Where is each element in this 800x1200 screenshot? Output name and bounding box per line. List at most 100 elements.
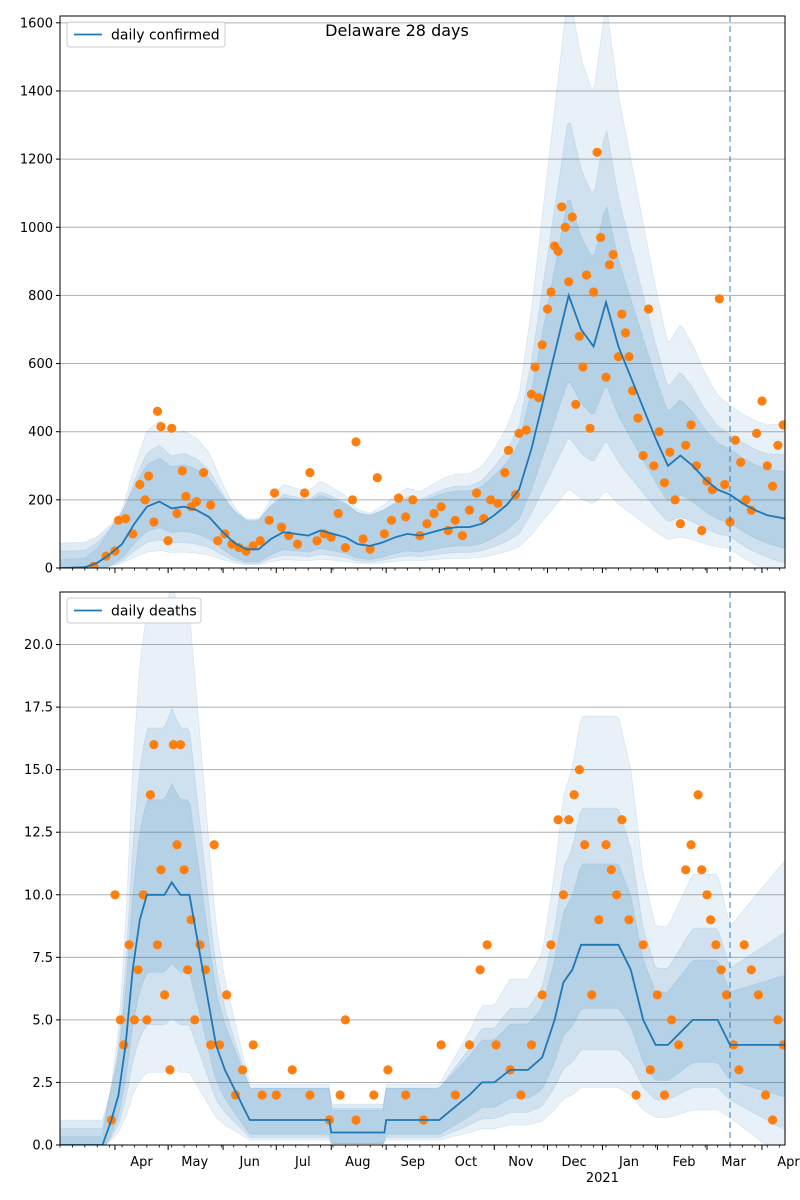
observed-point — [711, 940, 721, 950]
observed-point — [608, 249, 618, 260]
observed-point — [558, 890, 569, 900]
observed-point — [110, 890, 120, 900]
observed-point — [450, 515, 460, 525]
observed-point — [167, 423, 177, 433]
observed-point — [716, 965, 726, 975]
y-tick-label: 1600 — [20, 16, 53, 31]
series-line — [60, 292, 785, 568]
observed-point — [514, 428, 524, 438]
observed-point — [720, 479, 730, 490]
observed-point — [778, 420, 785, 430]
y-tick-label: 20.0 — [24, 638, 53, 653]
observed-point — [436, 502, 446, 512]
observed-point — [372, 473, 382, 483]
observed-point — [365, 544, 375, 554]
observed-point — [638, 451, 648, 461]
observed-point — [149, 517, 159, 527]
x-tick-label: Sep — [400, 1155, 425, 1170]
observed-point — [503, 445, 514, 455]
axes-frame — [59, 591, 786, 1146]
observed-point — [631, 1090, 641, 1100]
observed-point — [645, 1065, 655, 1075]
observed-point — [168, 740, 178, 750]
plot-area — [60, 16, 785, 568]
observed-point — [179, 865, 189, 875]
observed-point — [739, 940, 749, 950]
x-tick-label: Jan — [618, 1155, 639, 1170]
observed-point — [721, 990, 732, 1000]
observed-point — [113, 515, 124, 525]
uncertainty-band-3 — [60, 200, 785, 568]
observed-point — [521, 425, 531, 435]
observed-point — [190, 1015, 200, 1025]
observed-point — [183, 965, 193, 975]
observed-point — [542, 304, 553, 314]
observed-point — [537, 340, 547, 350]
y-tick-label: 15.0 — [24, 763, 53, 778]
y-tick-label: 0.0 — [32, 1139, 53, 1154]
observed-point — [457, 531, 467, 541]
observed-point — [124, 940, 134, 950]
observed-point — [383, 1065, 393, 1075]
observed-point — [121, 514, 131, 524]
y-tick-label: 600 — [28, 357, 53, 372]
observed-point — [620, 328, 631, 338]
observed-point — [163, 536, 173, 546]
observed-point — [526, 389, 537, 399]
observed-point — [248, 1040, 258, 1050]
observed-point — [464, 1040, 475, 1050]
observed-point — [643, 304, 654, 314]
observed-point — [596, 232, 606, 243]
observed-point — [553, 246, 563, 256]
observed-point — [649, 461, 659, 471]
legend: daily confirmed — [66, 21, 226, 48]
observed-point — [234, 543, 244, 553]
observed-point — [564, 277, 574, 287]
observed-point — [172, 840, 182, 850]
observed-point — [335, 1090, 345, 1100]
observed-point — [585, 423, 595, 433]
observed-point — [300, 488, 310, 498]
observed-point — [255, 536, 265, 546]
observed-point — [422, 519, 432, 529]
observed-point — [500, 468, 510, 478]
observed-point — [191, 497, 202, 507]
observed-point — [741, 495, 751, 505]
y-tick-label: 1000 — [20, 221, 53, 236]
observed-point — [624, 352, 634, 362]
observed-point — [681, 440, 691, 450]
observed-point — [312, 536, 322, 546]
x-tick-label: Feb — [672, 1155, 695, 1170]
observed-point — [172, 508, 182, 519]
observed-point — [526, 1040, 537, 1050]
axes-frame — [59, 15, 786, 569]
observed-point — [394, 493, 404, 503]
observed-point — [530, 362, 540, 372]
legend-box — [66, 21, 226, 48]
observed-point — [493, 498, 503, 508]
observed-point — [472, 488, 482, 498]
observed-point — [546, 940, 556, 950]
observed-point — [401, 1090, 411, 1100]
uncertainty-band-2 — [60, 707, 785, 1145]
observed-point — [269, 488, 280, 498]
observed-point — [408, 495, 418, 505]
observed-point — [340, 1015, 350, 1025]
observed-point — [156, 422, 166, 432]
observed-point — [601, 372, 611, 382]
observed-point — [516, 1090, 526, 1100]
observed-point — [665, 447, 675, 457]
observed-point — [702, 890, 712, 900]
observed-point — [604, 260, 615, 270]
observed-point — [257, 1090, 267, 1100]
observed-point — [209, 840, 219, 850]
observed-point — [133, 965, 143, 975]
observed-point — [119, 1040, 129, 1050]
observed-point — [369, 1090, 379, 1100]
observed-point — [486, 495, 496, 505]
observed-point — [149, 740, 159, 750]
x-tick-label: Mar — [721, 1155, 746, 1170]
x-tick-label: Nov — [508, 1155, 534, 1170]
observed-point — [386, 515, 397, 525]
